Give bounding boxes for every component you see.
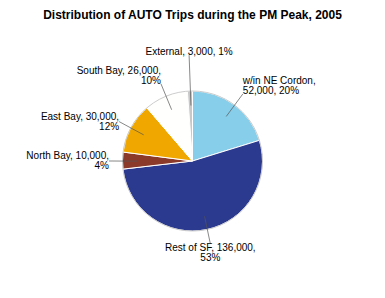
svg-text:East Bay, 30,000,12%: East Bay, 30,000,12%	[41, 111, 119, 132]
svg-text:w/in NE Cordon,52,000, 20%: w/in NE Cordon,52,000, 20%	[242, 75, 316, 96]
svg-text:External, 3,000, 1%: External, 3,000, 1%	[145, 46, 232, 57]
html-text:Distribution of AUTO Trips dur: Distribution of AUTO Trips during the PM…	[43, 8, 342, 22]
svg-text:North Bay, 10,000,4%: North Bay, 10,000,4%	[26, 150, 109, 171]
svg-text:South Bay, 26,000,10%: South Bay, 26,000,10%	[77, 65, 161, 86]
svg-text:Rest of SF, 136,000,53%: Rest of SF, 136,000,53%	[165, 242, 256, 263]
